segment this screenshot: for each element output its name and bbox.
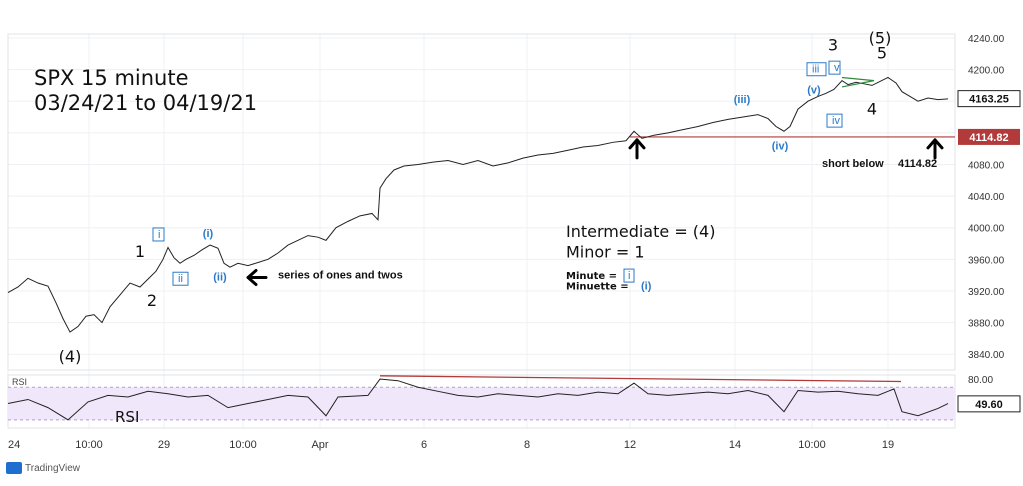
rsi-tick-label: 80.00 [968,375,993,386]
x-tick-label: 10:00 [229,439,257,451]
chart-note: short below [822,158,884,170]
x-tick-label: 19 [882,439,894,451]
last-price-label: 4163.25 [969,94,1009,106]
axes: 4240.004200.004160.004120.004080.004040.… [8,34,1021,451]
chart-note: 4114.82 [898,158,937,170]
arrow-icon [628,138,646,160]
wave-label-major: 1 [135,242,145,261]
arrow-icon [246,269,268,287]
rsi-panel-label: RSI [12,377,27,387]
wave-label-major: (5) [869,28,892,47]
wave-label-minute: ii [178,273,183,285]
wave-label-minuette: (iii) [734,94,751,106]
wave-label-minute: i [158,229,160,241]
wave-label-box [826,113,843,128]
level-price-label: 4114.82 [969,132,1008,144]
wave-label-minuette: (i) [203,228,214,240]
chart-note: series of ones and twos [278,269,403,281]
watermark-text: TradingView [25,462,81,474]
rsi-series-line [7,378,949,421]
price-series-line [7,76,949,333]
wave-label-major: 3 [828,36,838,55]
wave-label-minute: iii [812,64,819,76]
wave-degree-legend: Minor = 1 [566,243,645,262]
x-tick-label: 10:00 [798,439,826,451]
y-tick-label: 4080.00 [968,160,1005,171]
legend-mark-minuette: (i) [641,280,652,292]
x-tick-label: 14 [729,439,741,451]
wave-label-minute: iv [832,115,840,127]
rsi-big-label: RSI [115,408,139,426]
wave-label-minuette: (iv) [772,140,789,152]
rsi-divergence-line [379,375,902,383]
x-tick-label: 6 [421,439,427,451]
y-tick-label: 4240.00 [968,34,1005,45]
chart-title-line1: SPX 15 minute [34,66,189,90]
wave-label-box [806,62,827,77]
y-tick-label: 3920.00 [968,287,1005,298]
wave-degree-legend: Minuette = [566,281,629,292]
rsi-band [8,387,955,420]
wave-label-minuette: (ii) [213,272,227,284]
x-tick-label: 12 [624,439,636,451]
y-tick-label: 4040.00 [968,192,1005,203]
wave-degree-legend: Minute = [566,271,617,282]
tradingview-logo-icon [6,462,22,474]
x-tick-label: 8 [524,439,530,451]
y-tick-label: 3840.00 [968,350,1005,361]
rsi-pane: RSI RSI [7,374,956,429]
y-tick-label: 3880.00 [968,319,1005,330]
wave-label-box [828,60,841,75]
wave-label-minute: v [834,62,840,74]
rsi-last-value: 49.60 [975,399,1003,411]
x-tick-label: 29 [158,439,170,451]
y-tick-label: 4000.00 [968,224,1005,235]
price-pane-border [7,33,956,371]
wave-label-major: (4) [59,347,82,366]
y-tick-label: 3960.00 [968,255,1005,266]
x-tick-label: Apr [311,439,328,451]
wave-label-minuette: (v) [807,84,821,96]
x-tick-label: 10:00 [75,439,103,451]
y-tick-label: 4200.00 [968,66,1005,77]
arrow-icon [926,138,944,160]
wave-label-major: 4 [867,100,877,119]
wave-label-box [172,271,189,286]
wave-label-box [152,227,165,242]
level-price-label-bg [958,128,1020,145]
tradingview-watermark: TradingView [6,462,80,474]
rsi-last-value-bg [957,395,1021,413]
triangle-pattern [841,76,875,88]
wave-degree-legend: Intermediate = (4) [566,222,715,241]
legend-mark-box [623,268,635,283]
wave-label-major: 5 [877,44,887,63]
legend-mark-minute: i [628,270,630,282]
wave-label-major: 2 [147,291,157,310]
x-tick-label: 24 [8,439,20,451]
last-price-label-bg [957,90,1021,108]
chart-title-line2: 03/24/21 to 04/19/21 [34,91,258,115]
